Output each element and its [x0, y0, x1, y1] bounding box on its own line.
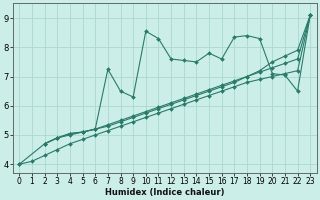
X-axis label: Humidex (Indice chaleur): Humidex (Indice chaleur) — [105, 188, 225, 197]
